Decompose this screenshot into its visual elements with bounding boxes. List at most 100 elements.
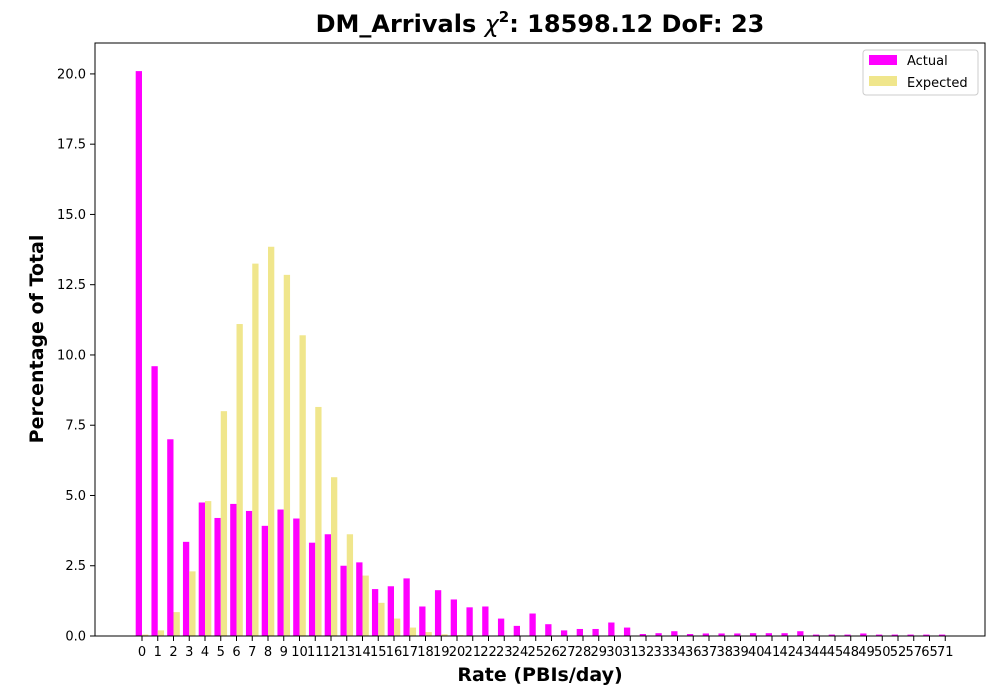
bar-actual-1 [151, 366, 158, 636]
bar-actual-22 [482, 606, 489, 636]
x-tick-label: 9 [280, 645, 288, 660]
bar-actual-6 [230, 503, 237, 636]
bar-actual-9 [277, 509, 284, 636]
bar-actual-10 [293, 518, 300, 636]
x-axis: 0 1 2 3 4 5 6 7 8 9 10 11 12 13 14 15 16 17 18 19 20 21 22 23 24… [138, 636, 954, 660]
bar-actual-27 [560, 630, 568, 636]
bar-expected-14 [362, 575, 369, 636]
bar-actual-30 [608, 622, 615, 636]
bar-actual-25 [529, 613, 536, 636]
x-tick-label: 27 [559, 645, 576, 660]
x-tick-label: 42 [779, 645, 796, 660]
bar-actual-71 [938, 634, 946, 636]
bar-expected-19 [441, 634, 448, 636]
x-tick-label: 32 [638, 645, 655, 660]
bar-expected-10 [299, 335, 306, 636]
legend-swatch-actual [869, 55, 897, 65]
chart-title: DM_Arrivals χ2: 18598.12 DoF: 23 [316, 8, 765, 38]
x-tick-label: 36 [685, 645, 702, 660]
x-tick-label: 25 [527, 645, 544, 660]
bar-actual-43 [797, 631, 804, 636]
x-tick-label: 26 [543, 645, 560, 660]
y-tick-label: 2.5 [65, 559, 86, 574]
bar-actual-20 [450, 599, 457, 636]
bar-expected-4 [205, 501, 212, 636]
bar-actual-7 [245, 510, 253, 636]
x-tick-label: 65 [921, 645, 938, 660]
y-tick-label: 0.0 [65, 630, 86, 645]
legend-swatch-expected [869, 76, 897, 86]
y-tick-label: 17.5 [57, 138, 86, 153]
bar-expected-12 [331, 477, 338, 636]
bars-layer [135, 71, 946, 637]
bar-actual-2 [167, 439, 174, 636]
bar-expected-3 [189, 571, 196, 636]
x-tick-label: 37 [701, 645, 718, 660]
plot-frame [94, 42, 986, 637]
x-tick-label: 44 [811, 645, 828, 660]
x-tick-label: 48 [842, 645, 859, 660]
x-tick-label: 3 [185, 645, 193, 660]
x-tick-label: 49 [858, 645, 875, 660]
bar-expected-16 [394, 618, 401, 636]
y-tick-label: 7.5 [65, 419, 86, 434]
x-tick-label: 29 [590, 645, 607, 660]
bar-actual-49 [860, 633, 867, 636]
bar-expected-18 [425, 632, 432, 636]
x-tick-label: 5 [217, 645, 225, 660]
x-tick-label: 24 [512, 645, 529, 660]
bar-expected-7 [252, 263, 259, 636]
y-tick-label: 10.0 [57, 348, 86, 363]
bar-actual-31 [623, 627, 631, 636]
bar-actual-42 [781, 633, 788, 636]
x-tick-label: 11 [307, 645, 324, 660]
bar-actual-23 [497, 618, 505, 636]
bar-actual-26 [545, 624, 552, 636]
bar-actual-5 [214, 517, 221, 636]
bar-expected-2 [173, 612, 180, 636]
x-tick-label: 15 [370, 645, 387, 660]
x-tick-label: 34 [669, 645, 686, 660]
bar-actual-57 [907, 634, 914, 636]
bar-actual-17 [403, 578, 410, 636]
bar-expected-11 [315, 406, 322, 636]
legend: Actual Expected [862, 49, 979, 96]
x-tick-label: 52 [890, 645, 907, 660]
bar-actual-24 [513, 625, 520, 636]
bar-actual-18 [419, 606, 426, 636]
x-tick-label: 21 [464, 645, 481, 660]
x-tick-label: 8 [264, 645, 272, 660]
y-tick-label: 5.0 [65, 489, 86, 504]
x-tick-label: 6 [232, 645, 240, 660]
x-tick-label: 23 [496, 645, 513, 660]
bar-actual-45 [828, 634, 835, 636]
bar-actual-21 [466, 607, 473, 636]
x-tick-label: 33 [653, 645, 670, 660]
bar-expected-5 [220, 411, 228, 636]
bar-actual-8 [261, 525, 268, 636]
bar-actual-12 [324, 534, 331, 636]
bar-actual-39 [734, 633, 741, 636]
bar-actual-15 [371, 589, 379, 636]
x-tick-label: 28 [575, 645, 592, 660]
x-tick-label: 41 [764, 645, 781, 660]
x-tick-label: 0 [138, 645, 146, 660]
x-tick-label: 57 [905, 645, 922, 660]
bar-actual-32 [639, 634, 646, 636]
x-tick-label: 2 [169, 645, 177, 660]
x-tick-label: 17 [401, 645, 418, 660]
bar-expected-6 [236, 324, 243, 636]
x-tick-label: 43 [795, 645, 812, 660]
x-tick-label: 4 [201, 645, 209, 660]
x-tick-label: 30 [606, 645, 623, 660]
legend-label-expected: Expected [907, 76, 968, 91]
y-tick-label: 20.0 [57, 67, 86, 82]
bar-actual-33 [655, 633, 662, 636]
bar-actual-0 [135, 71, 142, 637]
bar-actual-16 [387, 586, 394, 636]
x-tick-label: 7 [248, 645, 256, 660]
bar-actual-19 [434, 590, 442, 636]
x-tick-label: 10 [291, 645, 308, 660]
bar-actual-41 [765, 633, 772, 636]
